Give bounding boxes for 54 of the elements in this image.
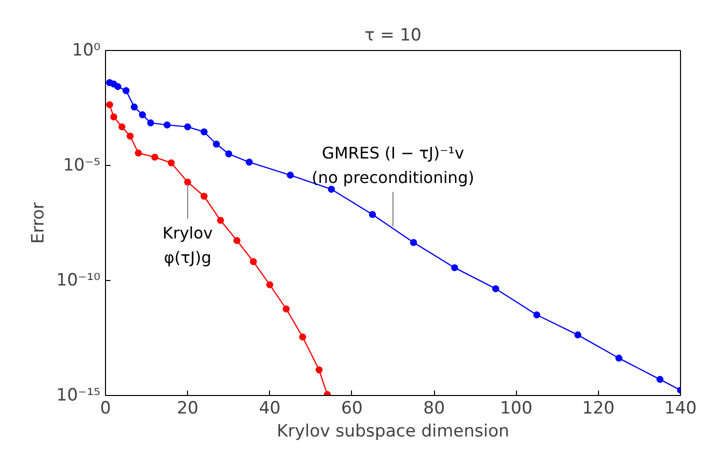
annotation: Krylov φ(τJ)g bbox=[162, 223, 213, 268]
chart-title: τ = 10 bbox=[364, 26, 422, 46]
point bbox=[233, 236, 240, 244]
point bbox=[110, 113, 118, 120]
point bbox=[114, 83, 122, 90]
point bbox=[451, 264, 458, 272]
point bbox=[225, 150, 232, 158]
point bbox=[130, 103, 138, 110]
point bbox=[164, 121, 171, 128]
x-tick-label: 80 bbox=[423, 398, 445, 418]
point bbox=[615, 354, 622, 362]
point bbox=[184, 178, 192, 186]
point bbox=[147, 119, 154, 126]
x-tick-label: 60 bbox=[341, 398, 363, 418]
point bbox=[200, 192, 208, 200]
point bbox=[410, 238, 418, 246]
y-tick-label: 10⁻¹⁵ bbox=[56, 386, 101, 406]
point bbox=[316, 366, 323, 374]
x-axis-title: Krylov subspace dimension bbox=[276, 422, 510, 442]
x-tick-label: 20 bbox=[176, 398, 198, 418]
point bbox=[138, 111, 146, 118]
x-tick-label: 40 bbox=[258, 398, 281, 418]
point bbox=[299, 333, 306, 340]
point bbox=[246, 158, 253, 166]
y-tick-label: 10⁻⁵ bbox=[63, 156, 100, 176]
point bbox=[574, 331, 582, 338]
point bbox=[328, 186, 335, 193]
point bbox=[282, 305, 290, 312]
point bbox=[368, 211, 376, 218]
point bbox=[250, 258, 257, 266]
point bbox=[122, 87, 130, 94]
point bbox=[286, 172, 294, 179]
point bbox=[126, 132, 134, 140]
point bbox=[656, 376, 664, 383]
point bbox=[118, 123, 126, 130]
point bbox=[168, 159, 175, 166]
point bbox=[151, 154, 158, 161]
y-axis-title: Error bbox=[28, 202, 48, 244]
point bbox=[492, 285, 500, 292]
x-tick-label: 100 bbox=[500, 398, 532, 418]
point bbox=[134, 149, 142, 156]
point bbox=[200, 128, 208, 136]
y-tick-label: 10⁻¹⁰ bbox=[56, 270, 101, 290]
point bbox=[212, 140, 220, 148]
annotation: GMRES (I − τJ)⁻¹v (no preconditioning) bbox=[312, 144, 474, 188]
point bbox=[533, 311, 540, 318]
point bbox=[266, 281, 274, 288]
y-tick-label: 10⁰ bbox=[72, 40, 101, 60]
point bbox=[184, 123, 192, 130]
x-tick-label: 0 bbox=[100, 398, 111, 418]
x-tick-label: 140 bbox=[664, 398, 697, 418]
x-tick-label: 120 bbox=[582, 398, 615, 418]
point bbox=[106, 101, 114, 108]
point bbox=[217, 216, 224, 224]
